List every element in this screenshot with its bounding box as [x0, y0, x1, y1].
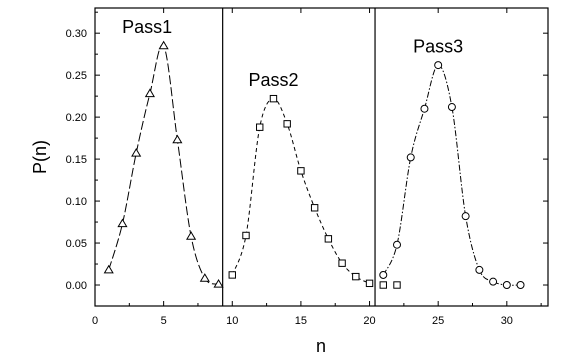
y-axis-title: P(n) — [30, 140, 50, 174]
data-point-pass1 — [199, 273, 210, 282]
x-tick-label: 15 — [295, 315, 307, 327]
data-point-pass2 — [242, 231, 250, 240]
data-point-pass1 — [158, 40, 169, 50]
data-point-pass1 — [117, 218, 128, 228]
data-point-pass2 — [297, 167, 305, 175]
data-point-pass2 — [269, 94, 278, 103]
data-point-pass3 — [420, 104, 429, 113]
data-point-pass3 — [434, 61, 443, 70]
data-point-pass3 — [406, 153, 415, 162]
data-point-pass2 — [310, 204, 319, 212]
series-curves — [108, 44, 521, 286]
data-point-pass2 — [283, 120, 291, 128]
data-point-pass3 — [461, 212, 470, 221]
data-point-pass1 — [103, 264, 114, 274]
data-point-pass2 — [324, 235, 333, 243]
pass-dividers — [222, 8, 376, 306]
x-tick-label: 30 — [501, 315, 513, 327]
data-point-pass2 — [228, 271, 236, 279]
data-point-pass2 — [352, 272, 360, 281]
data-point-pass1 — [144, 88, 155, 98]
x-tick-label: 5 — [161, 315, 167, 327]
data-point-pass3 — [489, 277, 498, 286]
series-label-pass2: Pass2 — [248, 70, 298, 90]
data-point-pass3 — [393, 240, 401, 249]
y-tick-label: 0.10 — [66, 196, 87, 208]
y-tick-label: 0.25 — [66, 70, 87, 82]
series-label-pass3: Pass3 — [413, 36, 463, 56]
series-labels: Pass1 Pass2 Pass3 — [122, 17, 463, 90]
data-point-pass1 — [131, 148, 142, 157]
series-line-pass3 — [382, 64, 521, 286]
x-axis-title: n — [316, 336, 326, 356]
series-markers — [103, 40, 525, 290]
x-tick-label: 20 — [363, 315, 375, 327]
data-point-pass2 — [365, 279, 374, 288]
y-tick-label: 0.30 — [66, 28, 87, 40]
x-tick-label: 25 — [432, 315, 444, 327]
series-line-pass1 — [108, 44, 219, 285]
series-label-pass1: Pass1 — [122, 17, 172, 37]
data-point-pass1 — [186, 231, 197, 240]
data-point-pass1 — [213, 278, 224, 288]
data-point-pass2 — [393, 281, 401, 289]
data-point-pass2 — [379, 281, 387, 289]
y-tick-label: 0.15 — [66, 154, 87, 166]
x-tick-label: 0 — [92, 315, 98, 327]
data-point-pass3 — [502, 281, 511, 290]
data-point-pass2 — [256, 123, 264, 131]
data-point-pass3 — [475, 265, 484, 274]
data-point-pass1 — [172, 134, 183, 144]
axis-ticks: 0 5 10 15 20 25 30 0.00 0.05 0.10 0.15 0.20 0.25 0.30 — [66, 8, 548, 327]
data-point-pass3 — [516, 281, 525, 290]
series-line-pass2 — [231, 98, 370, 284]
data-point-pass3 — [379, 270, 388, 279]
data-point-pass3 — [447, 103, 456, 112]
x-tick-label: 10 — [226, 315, 238, 327]
y-tick-label: 0.20 — [66, 112, 87, 124]
plot-frame — [94, 7, 549, 307]
data-point-pass2 — [338, 259, 346, 267]
y-tick-label: 0.00 — [66, 280, 87, 292]
y-tick-label: 0.05 — [66, 238, 87, 250]
